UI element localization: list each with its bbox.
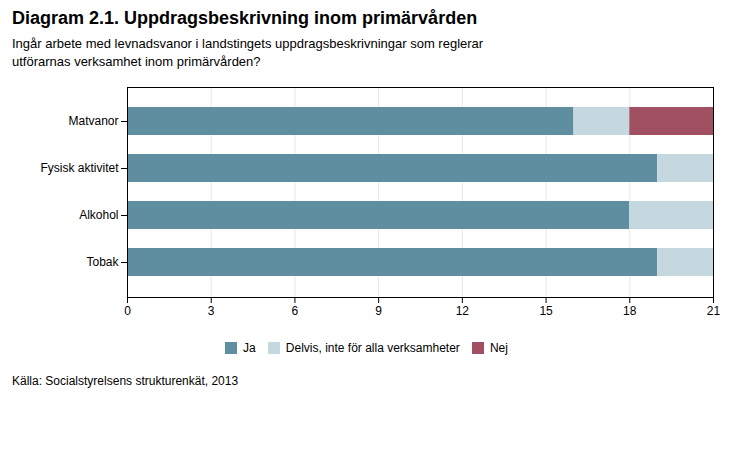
svg-text:3: 3 [208, 304, 215, 318]
html-text:Diagram 2.1. Uppdragsbeskrivni: Diagram 2.1. Uppdragsbeskrivning inom pr… [12, 8, 478, 28]
svg-text:15: 15 [539, 304, 553, 318]
svg-text:Matvanor: Matvanor [68, 115, 118, 129]
html-text:Ja: Ja [243, 340, 256, 355]
svg-text:Fysisk aktivitet: Fysisk aktivitet [40, 162, 119, 176]
svg-text:Alkohol: Alkohol [79, 209, 118, 223]
svg-text:12: 12 [456, 304, 470, 318]
svg-text:0: 0 [124, 304, 131, 318]
html-text:Källa: Socialstyrelsens strukt: Källa: Socialstyrelsens strukturenkät, 2… [12, 374, 239, 389]
svg-text:6: 6 [292, 304, 299, 318]
svg-text:9: 9 [375, 304, 382, 318]
svg-text:18: 18 [623, 304, 637, 318]
html-text:Ingår arbete med levnadsvanor: Ingår arbete med levnadsvanor i landstin… [12, 36, 484, 70]
svg-text:Tobak: Tobak [86, 256, 119, 270]
svg-text:21: 21 [707, 304, 721, 318]
html-text:Delvis, inte för alla verksamh: Delvis, inte för alla verksamheter [285, 340, 460, 355]
html-text:Nej: Nej [489, 340, 508, 355]
